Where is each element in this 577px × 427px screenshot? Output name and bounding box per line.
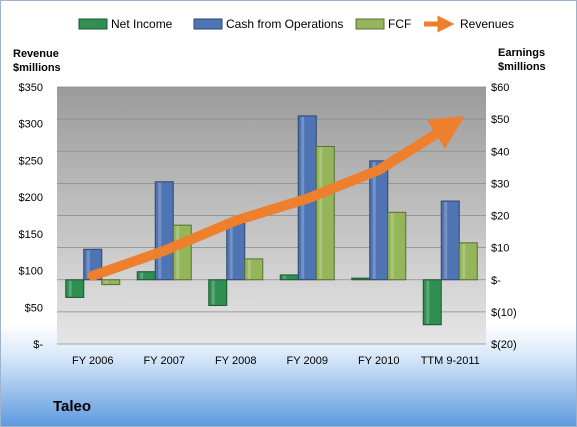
left-tick-label: $150 xyxy=(19,229,43,241)
right-tick-label: $40 xyxy=(491,146,509,158)
right-axis-title: Earnings xyxy=(498,47,545,59)
bar-highlight xyxy=(176,226,180,279)
right-axis-title: $millions xyxy=(498,61,546,73)
legend-swatch xyxy=(193,18,223,30)
bar xyxy=(136,271,156,281)
bar xyxy=(369,160,389,281)
bar xyxy=(101,279,121,286)
bar-highlight xyxy=(283,275,287,279)
legend-label: FCF xyxy=(388,17,411,31)
bar xyxy=(208,279,228,306)
legend-label: Cash from Operations xyxy=(226,17,343,31)
category-label: FY 2006 xyxy=(72,355,113,367)
bar-highlight xyxy=(444,202,448,279)
bar xyxy=(279,274,299,281)
bar-highlight xyxy=(462,243,466,279)
bar-highlight xyxy=(104,280,108,284)
right-tick-label: $- xyxy=(491,275,501,287)
bar xyxy=(226,223,246,281)
bar-highlight xyxy=(140,272,144,279)
revenue-line xyxy=(87,116,465,281)
right-tick-label: $50 xyxy=(491,114,509,126)
right-tick-label: $20 xyxy=(491,211,509,223)
bar-highlight xyxy=(390,213,394,279)
left-tick-label: $300 xyxy=(19,119,43,131)
bar-highlight xyxy=(247,259,251,279)
bar-highlight xyxy=(68,280,72,297)
bar xyxy=(244,258,264,281)
right-tick-label: $30 xyxy=(491,178,509,190)
bar-highlight xyxy=(229,224,233,279)
category-label: FY 2007 xyxy=(144,355,185,367)
bar xyxy=(154,181,174,281)
category-label: FY 2010 xyxy=(358,355,399,367)
bar xyxy=(422,279,442,326)
legend-label: Net Income xyxy=(111,17,173,31)
bar-highlight xyxy=(86,250,90,279)
bar xyxy=(440,200,460,281)
left-tick-label: $- xyxy=(33,339,43,351)
bar xyxy=(65,279,85,298)
bar xyxy=(351,277,371,281)
right-tick-label: $60 xyxy=(491,82,509,94)
bar-highlight xyxy=(211,280,215,305)
left-tick-label: $100 xyxy=(19,266,43,278)
bar xyxy=(315,145,335,281)
left-axis-title: $millions xyxy=(13,62,61,74)
bar-highlight xyxy=(426,280,430,324)
left-tick-label: $200 xyxy=(19,192,43,204)
company-name: Taleo xyxy=(53,398,92,415)
bar xyxy=(387,211,407,281)
left-tick-label: $350 xyxy=(19,82,43,94)
category-label: TTM 9-2011 xyxy=(421,355,480,367)
bar-highlight xyxy=(319,147,323,279)
right-tick-label: $10 xyxy=(491,243,509,255)
left-tick-label: $50 xyxy=(25,302,43,314)
left-tick-label: $250 xyxy=(19,155,43,167)
bar-highlight xyxy=(372,161,376,279)
bar-highlight xyxy=(158,182,162,279)
right-tick-label: $(20) xyxy=(491,339,517,351)
right-tick-label: $(10) xyxy=(491,307,517,319)
category-label: FY 2009 xyxy=(287,355,328,367)
category-label: FY 2008 xyxy=(215,355,256,367)
legend-label: Revenues xyxy=(460,17,514,31)
legend-swatch xyxy=(78,18,108,30)
left-axis-title: Revenue xyxy=(13,48,59,60)
legend-swatch xyxy=(355,18,385,30)
bar xyxy=(172,224,192,281)
bar xyxy=(458,242,478,281)
